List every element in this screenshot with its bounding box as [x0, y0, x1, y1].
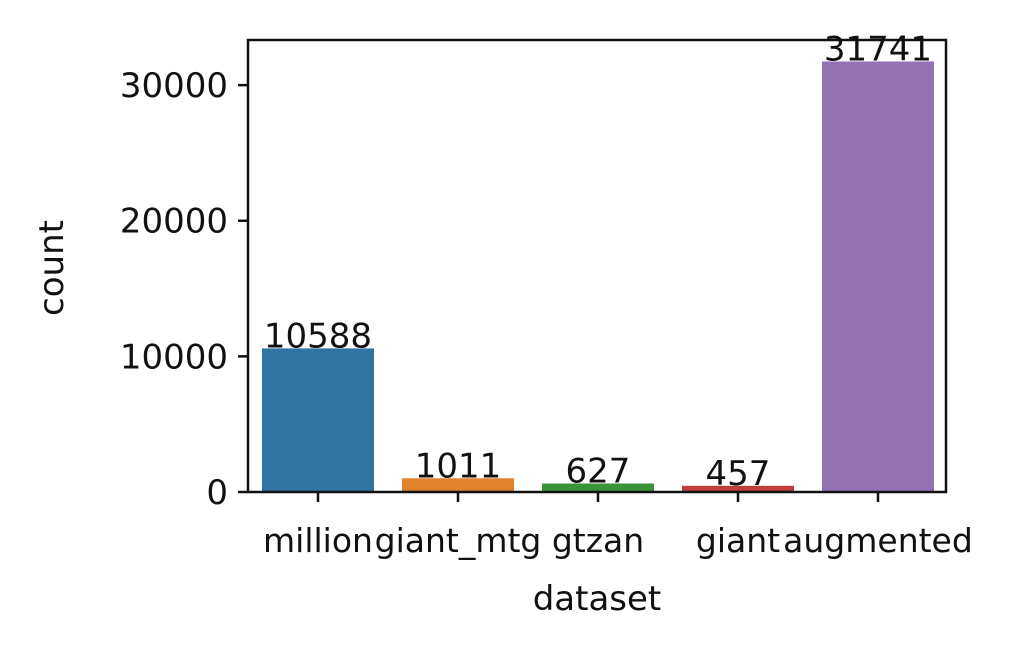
data-label: 31741 [824, 30, 932, 70]
y-tick-label: 20000 [120, 202, 228, 242]
bar-augmented [822, 61, 934, 492]
bar-giant [682, 485, 794, 492]
data-label: 10588 [264, 316, 372, 356]
y-tick-label: 30000 [120, 66, 228, 106]
y-axis-label: count [32, 220, 72, 316]
x-axis-label: dataset [533, 579, 662, 619]
data-label: 627 [566, 451, 631, 491]
x-tick-label: gtzan [552, 521, 644, 560]
bars-group: 10588 1011 627 457 31741 [262, 30, 934, 494]
x-tick-label: augmented [783, 521, 973, 560]
data-label: 1011 [415, 446, 502, 486]
ticks-group: million giant_mtg gtzan giant augmented 0 1000… [120, 66, 973, 560]
x-tick-label: giant_mtg [375, 521, 542, 560]
bar-gtzan [542, 483, 654, 492]
y-tick-label: 10000 [120, 337, 228, 377]
bar-million [262, 348, 374, 492]
x-tick-label: giant [696, 521, 780, 560]
x-tick-label: million [263, 521, 373, 560]
data-label: 457 [706, 454, 771, 494]
y-tick-label: 0 [206, 473, 228, 513]
bar-giant-mtg [402, 478, 514, 492]
plot-frame [246, 38, 948, 494]
